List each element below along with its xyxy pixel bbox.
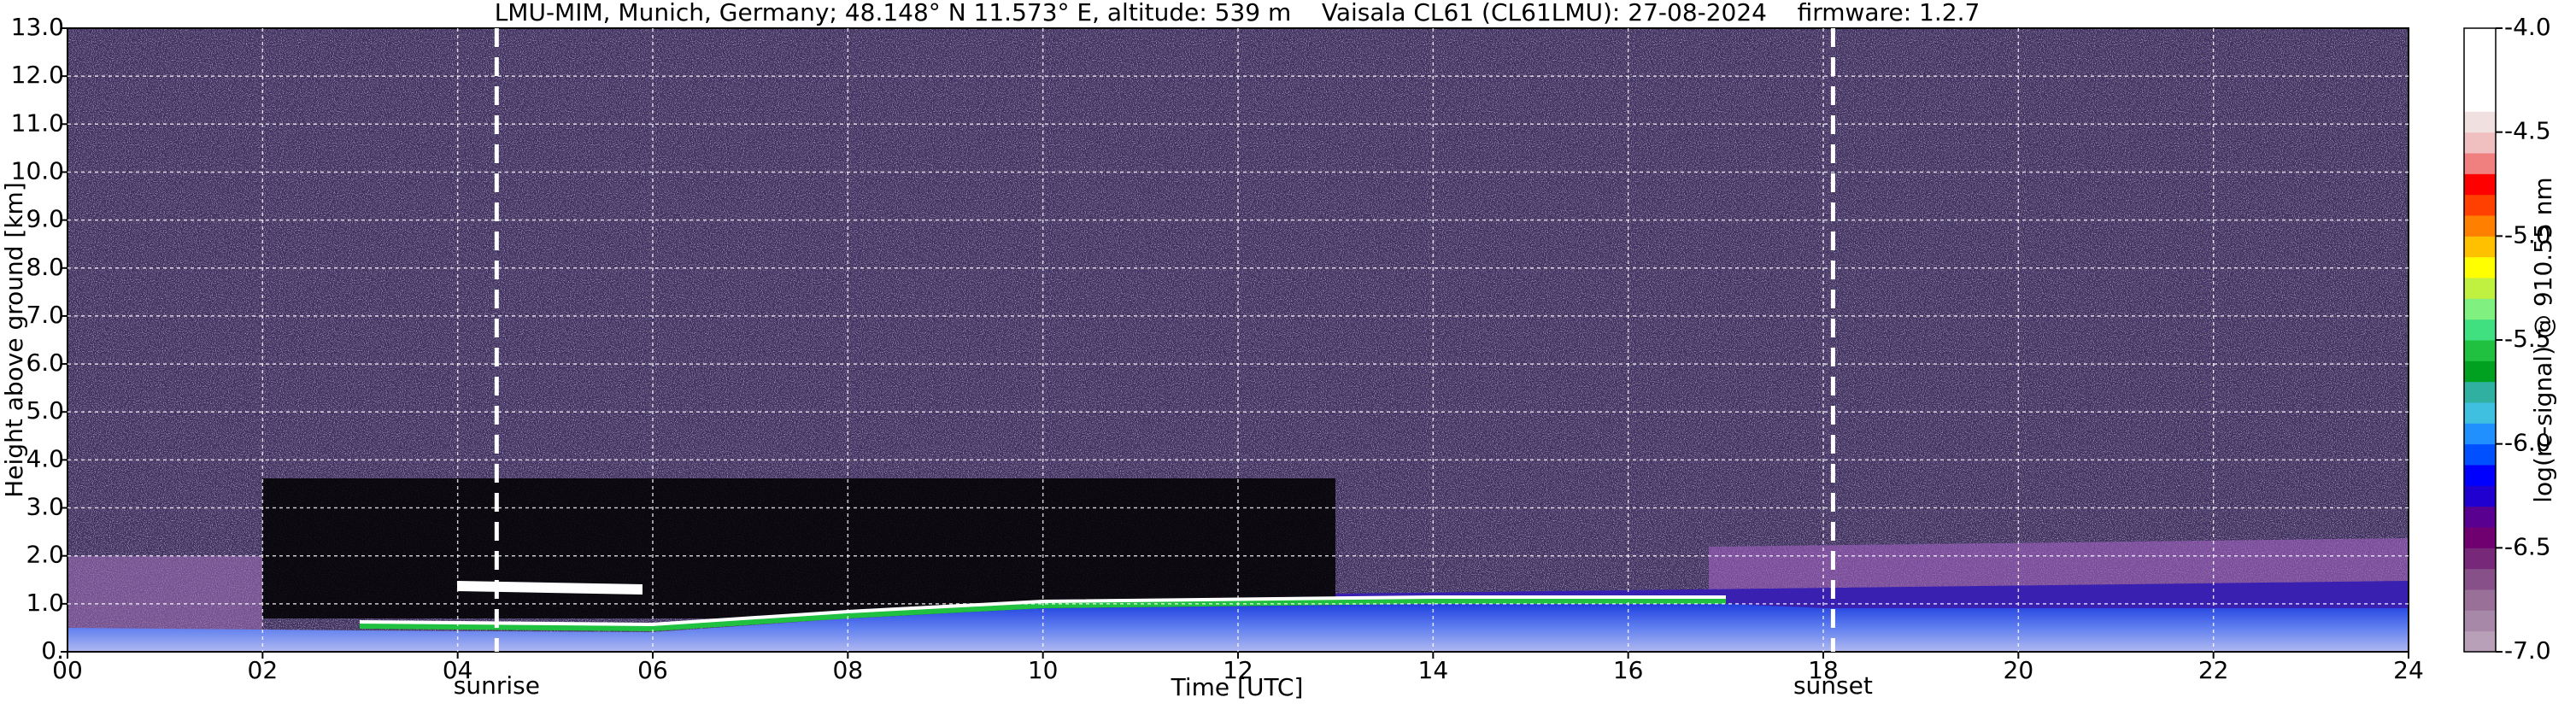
colorbar-level [2464, 465, 2496, 486]
y-tick-label: 2.0 [26, 541, 64, 569]
colorbar-level [2464, 443, 2496, 466]
event-label: sunset [1793, 671, 1873, 700]
colorbar-level [2464, 568, 2496, 590]
y-tick-label: 3.0 [26, 493, 64, 521]
colorbar-tick-label: -6.0 [2504, 429, 2551, 457]
colorbar-level [2464, 506, 2496, 528]
colorbar-tick-label: -4.5 [2504, 117, 2551, 145]
x-axis-label: Time [UTC] [1171, 673, 1304, 701]
x-tick-label: 10 [1028, 656, 1059, 684]
y-tick-label: 9.0 [26, 205, 64, 233]
colorbar-level [2464, 381, 2496, 403]
x-tick-label: 18 [1808, 656, 1839, 684]
event-label: sunrise [454, 671, 540, 700]
heatmap-layer [359, 597, 1726, 632]
x-tick-label: 20 [2004, 656, 2034, 684]
colorbar-level [2464, 298, 2496, 320]
x-tick-label: 08 [833, 656, 864, 684]
colorbar-level [2464, 423, 2496, 445]
y-tick-label: 4.0 [26, 444, 64, 472]
heatmap-layer [457, 581, 643, 595]
colorbar-label: log(rc-signal) @ 910.55 nm [2529, 177, 2557, 502]
heatmap [67, 28, 2409, 652]
colorbar-tick-label: -7.0 [2504, 636, 2551, 665]
colorbar-level [2464, 360, 2496, 383]
y-tick-label: 13.0 [11, 13, 64, 41]
colorbar-tick-label: -4.0 [2504, 13, 2551, 41]
x-tick-label: 12 [1223, 656, 1253, 684]
colorbar-level [2464, 194, 2496, 216]
x-tick-label: 14 [1418, 656, 1449, 684]
x-tick-label: 00 [52, 656, 83, 684]
y-tick-label: 10.0 [11, 156, 64, 185]
chart-title: LMU-MIM, Munich, Germany; 48.148° N 11.5… [495, 0, 1980, 26]
colorbar-level [2464, 153, 2496, 174]
heatmap-layer [359, 595, 1726, 627]
y-tick-label: 5.0 [26, 396, 64, 425]
colorbar-level [2464, 236, 2496, 258]
colorbar-level [2464, 527, 2496, 548]
y-axis-label: Height above ground [km] [0, 182, 28, 498]
colorbar-tick-label: -5.5 [2504, 325, 2551, 353]
colorbar-level [2464, 485, 2496, 507]
x-tick-label: 16 [1613, 656, 1644, 684]
colorbar-level [2464, 548, 2496, 570]
colorbar-level [2464, 91, 2496, 112]
colorbar-tick-label: -6.5 [2504, 532, 2551, 560]
colorbar-level [2464, 215, 2496, 237]
colorbar-level [2464, 49, 2496, 71]
colorbar-level [2464, 610, 2496, 632]
colorbar-level [2464, 111, 2496, 133]
colorbar-level [2464, 340, 2496, 361]
colorbar-level [2464, 28, 2496, 50]
colorbar-level [2464, 69, 2496, 91]
colorbar-tick-label: -5.0 [2504, 220, 2551, 249]
colorbar-level [2464, 402, 2496, 424]
colorbar-level [2464, 132, 2496, 154]
y-tick-label: 8.0 [26, 253, 64, 281]
colorbar-level [2464, 630, 2496, 653]
y-tick-label: 6.0 [26, 349, 64, 377]
colorbar-level [2464, 319, 2496, 341]
y-tick-label: 1.0 [26, 589, 64, 617]
colorbar-level [2464, 589, 2496, 611]
y-tick-label: 11.0 [11, 108, 64, 137]
y-tick-label: 12.0 [11, 61, 64, 89]
colorbar-level [2464, 256, 2496, 278]
x-tick-label: 24 [2393, 656, 2424, 684]
y-tick-label: 7.0 [26, 301, 64, 329]
colorbar-level [2464, 278, 2496, 299]
x-tick-label: 02 [248, 656, 279, 684]
y-tick-label: 0. [41, 636, 64, 665]
x-tick-label: 04 [443, 656, 473, 684]
heatmap-layer [262, 478, 1335, 618]
colorbar-level [2464, 173, 2496, 196]
x-tick-label: 06 [637, 656, 668, 684]
x-tick-label: 22 [2198, 656, 2229, 684]
